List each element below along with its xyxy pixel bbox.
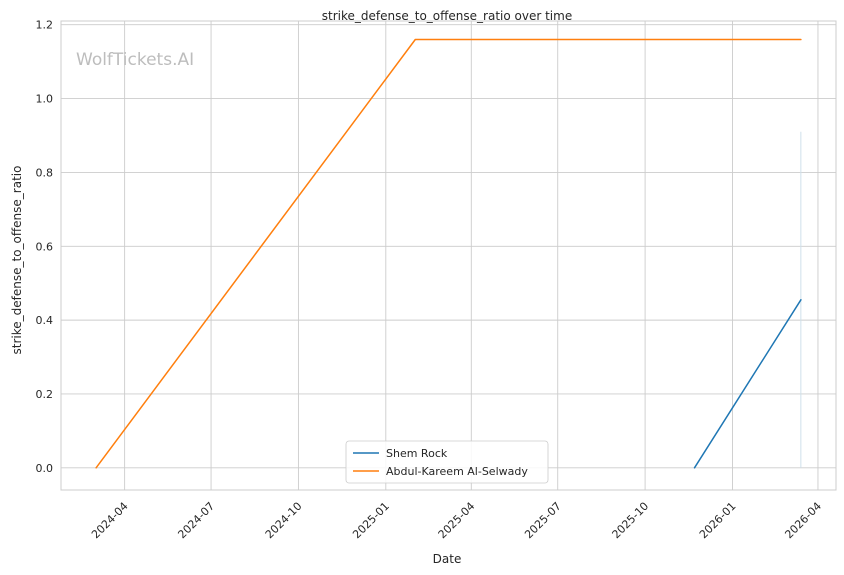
- x-tick-label: 2025-01: [350, 500, 392, 542]
- y-tick-label: 0.2: [36, 388, 54, 401]
- legend-label: Abdul-Kareem Al-Selwady: [386, 465, 528, 478]
- x-tick-label: 2024-07: [175, 500, 217, 542]
- x-tick-labels: 2024-04 2024-07 2024-10 2025-01 2025-04 2025-…: [89, 500, 824, 542]
- y-tick-label: 1.2: [36, 19, 54, 32]
- watermark: WolfTickets.AI: [76, 50, 194, 70]
- y-tick-label: 0.8: [36, 166, 54, 179]
- x-tick-label: 2025-04: [436, 500, 478, 542]
- x-tick-label: 2024-04: [89, 500, 131, 542]
- y-tick-label: 1.0: [36, 93, 54, 106]
- x-tick-label: 2024-10: [263, 500, 305, 542]
- y-axis-label: strike_defense_to_offense_ratio: [10, 166, 24, 355]
- legend-box: [345, 440, 549, 484]
- x-axis-label: Date: [433, 552, 462, 566]
- x-tick-label: 2026-01: [697, 500, 739, 542]
- chart-title: strike_defense_to_offense_ratio over tim…: [322, 9, 572, 23]
- legend-label: Shem Rock: [386, 447, 448, 460]
- x-tick-label: 2025-07: [522, 500, 564, 542]
- y-tick-labels: 0.0 0.2 0.4 0.6 0.8 1.0 1.2: [36, 19, 54, 475]
- series-lines: [95, 38, 802, 469]
- series-line-0: [693, 299, 802, 469]
- series-line-1: [95, 38, 802, 469]
- x-tick-label: 2025-10: [610, 500, 652, 542]
- grid-lines: [61, 21, 836, 490]
- x-tick-label: 2026-04: [782, 500, 824, 542]
- plot-frame: [60, 20, 837, 491]
- y-tick-label: 0.4: [36, 314, 54, 327]
- legend: Shem Rock Abdul-Kareem Al-Selwady: [345, 440, 549, 484]
- y-tick-label: 0.0: [36, 462, 54, 475]
- y-tick-label: 0.6: [36, 240, 54, 253]
